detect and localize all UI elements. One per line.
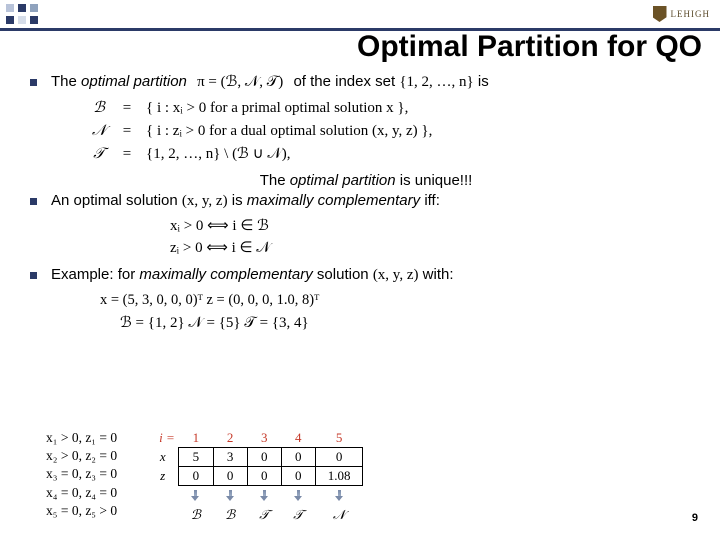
header-squares (0, 0, 720, 16)
slide-content: The optimal partition π = (ℬ, 𝒩, 𝒯) of t… (30, 72, 702, 332)
example-sets: ℬ = {1, 2} 𝒩 = {5} 𝒯 = {3, 4} (120, 313, 702, 332)
logo-text: LEHIGH (671, 9, 711, 19)
bullet-icon (30, 198, 37, 205)
down-arrow-icon (295, 490, 302, 501)
down-arrow-icon (336, 490, 343, 501)
example-vectors: x = (5, 3, 0, 0, 0)ᵀ z = (0, 0, 0, 1.0, … (100, 292, 702, 309)
page-number: 9 (692, 512, 698, 524)
unique-statement: The optimal partition is unique!!! (30, 172, 702, 189)
shield-icon (653, 6, 667, 22)
down-arrow-icon (192, 490, 199, 501)
constraint-list: x₁ > 0, z₁ = 0 x₂ > 0, z₂ = 0 x₃ = 0, z₃… (46, 429, 117, 520)
down-arrow-icon (261, 490, 268, 501)
down-arrow-icon (227, 490, 234, 501)
bullet-icon (30, 79, 37, 86)
university-logo: LEHIGH (653, 6, 711, 22)
classification-table: i = 1 2 3 4 5 x 5 3 0 0 0 z 0 0 0 0 (147, 429, 363, 524)
bullet-2: An optimal solution (x, y, z) is maximal… (30, 191, 702, 212)
bottom-area: x₁ > 0, z₁ = 0 x₂ > 0, z₂ = 0 x₃ = 0, z₃… (46, 429, 363, 524)
slide-title: Optimal Partition for QO (357, 30, 702, 64)
complementarity-conditions: xᵢ > 0 ⟺ i ∈ ℬ zᵢ > 0 ⟺ i ∈ 𝒩 (170, 216, 702, 260)
bullet-3: Example: for maximally complementary sol… (30, 265, 702, 286)
bullet-icon (30, 272, 37, 279)
partition-definitions: ℬ={ i : xᵢ > 0 for a primal optimal solu… (90, 97, 702, 167)
bullet-1: The optimal partition π = (ℬ, 𝒩, 𝒯) of t… (30, 72, 702, 93)
